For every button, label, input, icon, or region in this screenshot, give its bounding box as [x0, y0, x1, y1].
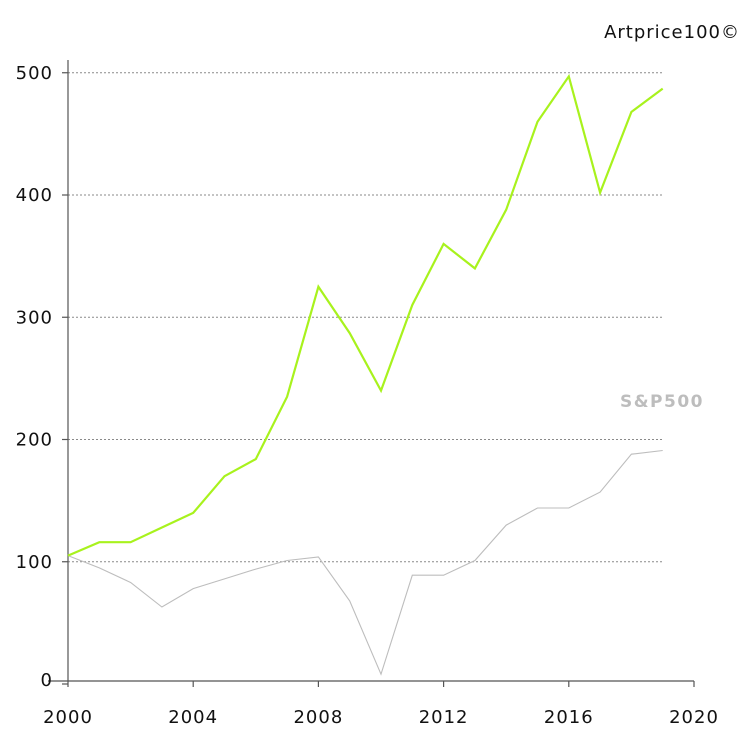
- x-tick-label: 2012: [419, 707, 469, 728]
- grid-lines: [68, 72, 662, 563]
- y-tick-label: 400: [16, 185, 53, 206]
- y-tick-label: 200: [16, 430, 53, 451]
- y-tick-label: 500: [16, 63, 53, 84]
- x-tick-label: 2020: [669, 707, 719, 728]
- series-lines: [67, 73, 664, 676]
- x-tick-label: 2004: [168, 707, 218, 728]
- y-tick-label: 0: [41, 670, 53, 691]
- y-tick-label: 300: [16, 307, 53, 328]
- x-tick-label: 2000: [43, 707, 93, 728]
- x-tick-label: 2008: [293, 707, 343, 728]
- x-tick-label: 2016: [544, 707, 594, 728]
- series-label-sp500: S&P500: [620, 392, 704, 412]
- series-line-artprice100: [67, 73, 664, 557]
- legend-artprice100: Artprice100©: [604, 22, 740, 43]
- axes: [48, 60, 694, 682]
- y-tick-labels: 0 100 200 300 400 500: [16, 63, 68, 691]
- x-tick-labels: 2000 2004 2008 2012 2016 2020: [43, 681, 719, 728]
- y-tick-label: 100: [16, 552, 53, 573]
- series-line-sp500: [67, 449, 663, 676]
